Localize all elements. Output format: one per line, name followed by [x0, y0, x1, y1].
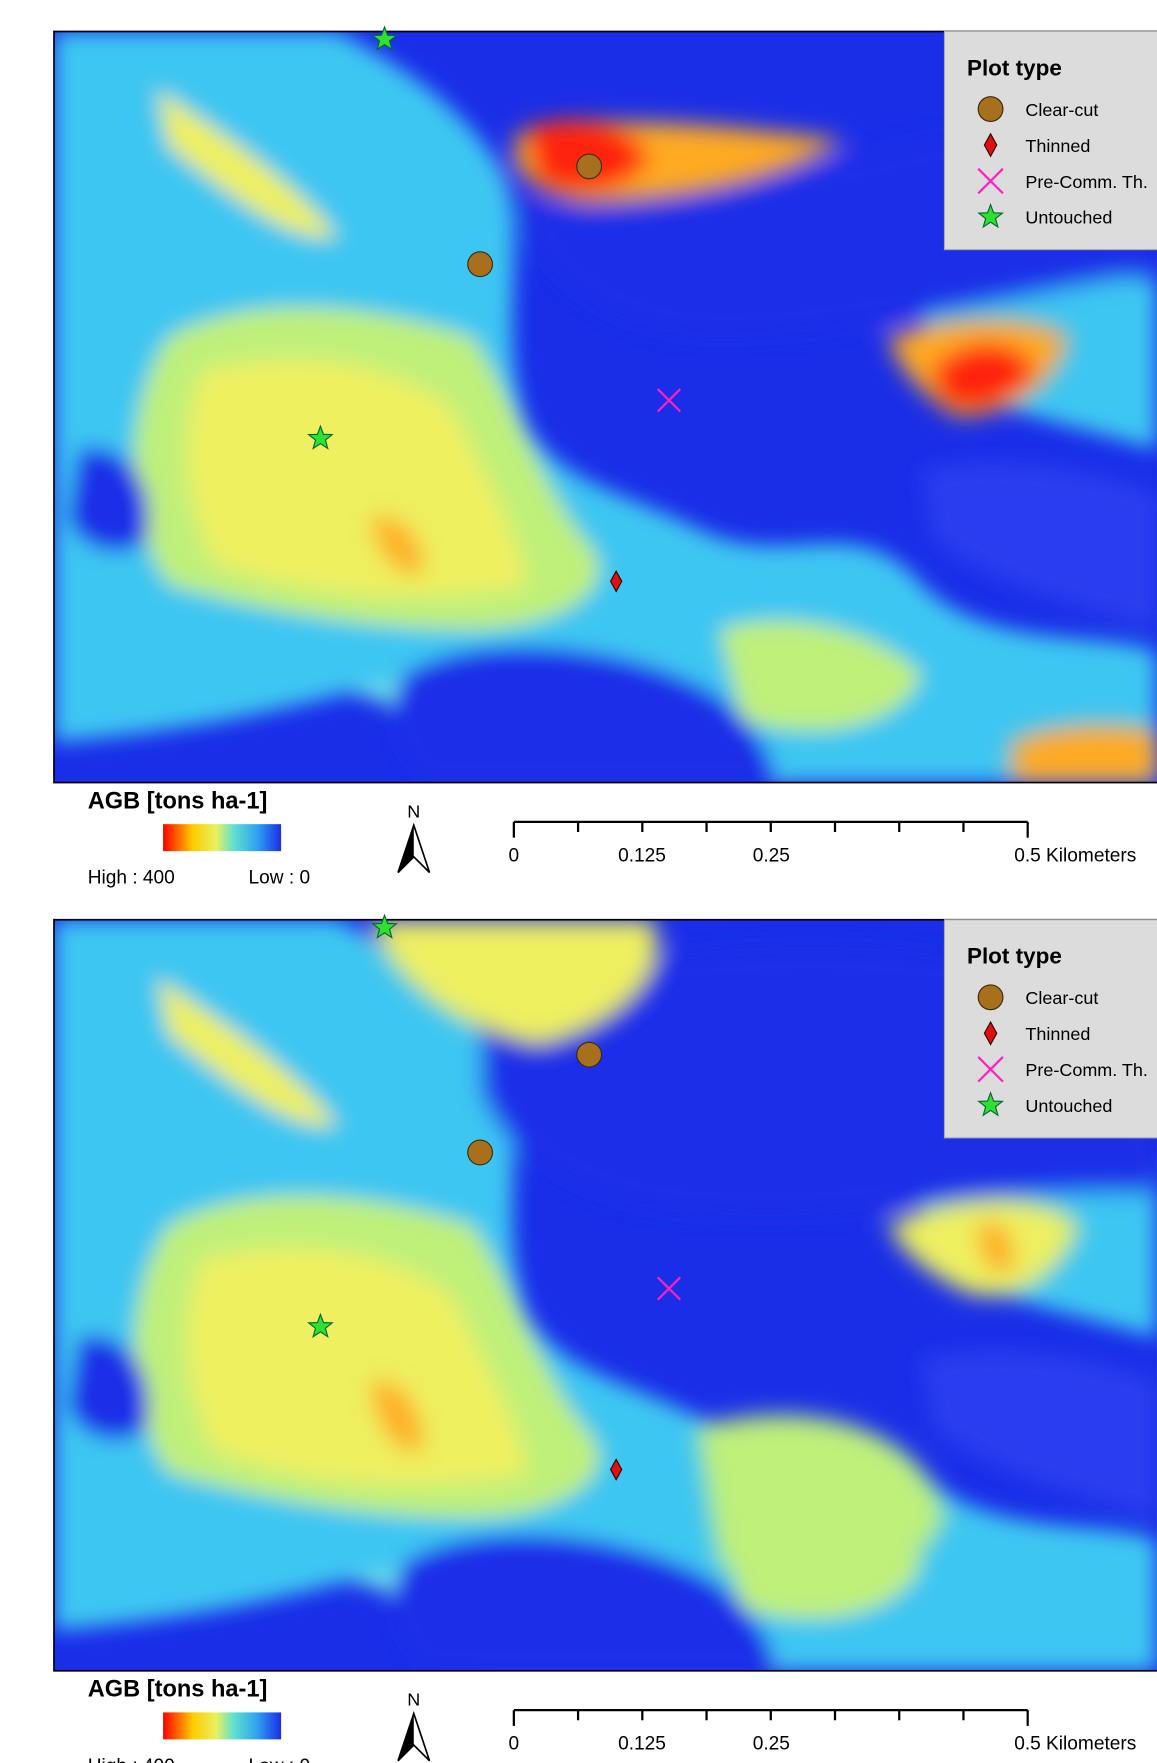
map-panel: Plot type Clear-cut Thinned Pre-Comm. Th. Un…: [54, 27, 1157, 889]
scale-label: 0.125: [618, 845, 666, 866]
scale-label: 0: [509, 845, 520, 866]
clear-cut-marker: [978, 985, 1003, 1010]
clear-cut-marker: [468, 1140, 493, 1165]
legend-label: Clear-cut: [1025, 988, 1098, 1008]
scale-label: 0.5 Kilometers: [1014, 1734, 1136, 1755]
north-label: N: [407, 1690, 420, 1710]
legend-label: Untouched: [1025, 208, 1112, 228]
colorbar-high: High : 400: [88, 868, 175, 889]
legend-label: Thinned: [1025, 1024, 1090, 1044]
legend-label: Clear-cut: [1025, 100, 1098, 120]
colorbar-ramp: [163, 1712, 281, 1739]
colorbar-title: AGB [tons ha-1]: [88, 788, 268, 814]
legend-label: Pre-Comm. Th.: [1025, 1060, 1147, 1080]
scale-label: 0.5 Kilometers: [1014, 845, 1136, 866]
scale-label: 0.25: [753, 1734, 790, 1755]
colorbar-low: Low : 0: [248, 1756, 310, 1763]
scale-label: 0: [509, 1734, 520, 1755]
legend-title: Plot type: [967, 55, 1062, 80]
colorbar-low: Low : 0: [248, 868, 310, 889]
legend-title: Plot type: [967, 944, 1062, 969]
legend-label: Pre-Comm. Th.: [1025, 172, 1147, 192]
legend-label: Untouched: [1025, 1096, 1112, 1116]
legend-label: Thinned: [1025, 136, 1090, 156]
clear-cut-marker: [978, 97, 1003, 122]
clear-cut-marker: [577, 154, 602, 179]
colorbar-title: AGB [tons ha-1]: [88, 1677, 268, 1703]
clear-cut-marker: [468, 252, 493, 277]
north-label: N: [407, 801, 420, 821]
scale-label: 0.25: [753, 845, 790, 866]
figure: Plot type Clear-cut Thinned Pre-Comm. Th. Un…: [0, 0, 1157, 1763]
colorbar-high: High : 400: [88, 1756, 175, 1763]
page: {"panels": [ {"legend": {"title": "Plot …: [0, 0, 1157, 1763]
colorbar-ramp: [163, 824, 281, 851]
clear-cut-marker: [577, 1042, 602, 1067]
scale-label: 0.125: [618, 1734, 666, 1755]
map-panel: Plot type Clear-cut Thinned Pre-Comm. Th. Un…: [54, 915, 1157, 1763]
